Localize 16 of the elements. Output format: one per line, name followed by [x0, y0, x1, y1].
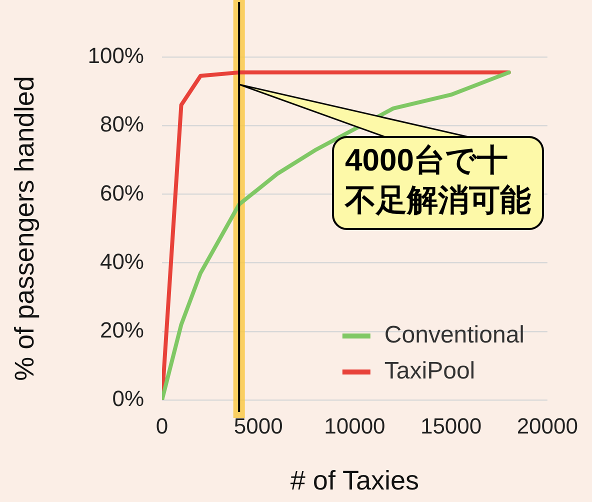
x-tick-label: 20000 — [516, 413, 578, 438]
x-tick-label: 0 — [156, 413, 168, 438]
y-tick-label: 40% — [100, 248, 144, 274]
y-tick-label: 20% — [100, 317, 144, 342]
annotation: 4000台で十不足解消可能 — [344, 142, 531, 218]
y-tick-label: 80% — [100, 112, 144, 137]
x-axis-title: # of Taxies — [290, 465, 420, 496]
y-tick-label: 100% — [88, 43, 144, 68]
legend-label: Conventional — [384, 322, 525, 349]
x-tick-label: 10000 — [324, 413, 386, 438]
x-tick-label: 15000 — [420, 413, 482, 438]
y-axis-title: % of passengers handled — [10, 76, 40, 381]
legend-label: TaxiPool — [384, 358, 476, 385]
x-tick-label: 5000 — [234, 413, 283, 438]
y-tick-label: 0% — [112, 386, 144, 412]
y-tick-label: 60% — [100, 180, 144, 206]
